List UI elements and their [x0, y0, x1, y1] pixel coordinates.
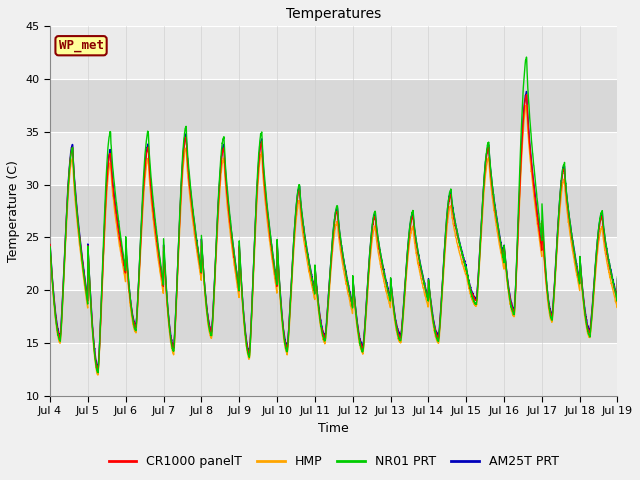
NR01 PRT [614, 274, 621, 280]
NR01 PRT [46, 244, 54, 250]
CR1000 panelT [111, 201, 119, 207]
NR01 PRT [94, 370, 102, 375]
NR01 PRT [523, 54, 531, 60]
CR1000 panelT [614, 277, 621, 283]
AM25T PRT [523, 89, 531, 95]
CR1000 panelT [145, 152, 152, 158]
Line: CR1000 panelT: CR1000 panelT [50, 95, 618, 371]
Bar [50, 132, 618, 185]
Bar [50, 343, 618, 396]
Bar [50, 26, 618, 79]
X-axis label: Time: Time [318, 422, 349, 435]
HMP [264, 222, 271, 228]
Line: NR01 PRT: NR01 PRT [50, 57, 618, 372]
AM25T PRT [46, 240, 54, 246]
Text: WP_met: WP_met [58, 39, 104, 52]
HMP [614, 282, 621, 288]
Line: HMP: HMP [50, 105, 618, 375]
AM25T PRT [145, 148, 152, 154]
HMP [523, 102, 531, 108]
NR01 PRT [111, 188, 119, 193]
Bar [50, 79, 618, 132]
AM25T PRT [264, 212, 271, 218]
HMP [289, 270, 296, 276]
CR1000 panelT [46, 241, 54, 247]
NR01 PRT [289, 262, 296, 268]
Y-axis label: Temperature (C): Temperature (C) [7, 160, 20, 262]
CR1000 panelT [523, 92, 531, 98]
Bar [50, 185, 618, 238]
Bar [50, 238, 618, 290]
CR1000 panelT [289, 263, 296, 268]
NR01 PRT [541, 264, 549, 270]
HMP [541, 276, 549, 282]
AM25T PRT [111, 199, 119, 204]
HMP [111, 211, 119, 216]
Line: AM25T PRT: AM25T PRT [50, 92, 618, 367]
HMP [94, 372, 102, 378]
CR1000 panelT [541, 271, 549, 276]
AM25T PRT [289, 260, 296, 266]
Bar [50, 290, 618, 343]
AM25T PRT [603, 245, 611, 251]
AM25T PRT [541, 269, 549, 275]
Legend: CR1000 panelT, HMP, NR01 PRT, AM25T PRT: CR1000 panelT, HMP, NR01 PRT, AM25T PRT [104, 450, 564, 473]
NR01 PRT [264, 209, 271, 215]
HMP [46, 248, 54, 253]
CR1000 panelT [94, 368, 102, 373]
AM25T PRT [94, 364, 102, 370]
NR01 PRT [145, 137, 152, 143]
CR1000 panelT [264, 215, 271, 220]
Title: Temperatures: Temperatures [286, 7, 381, 21]
AM25T PRT [614, 276, 621, 281]
NR01 PRT [603, 246, 611, 252]
HMP [603, 258, 611, 264]
HMP [145, 163, 152, 168]
CR1000 panelT [603, 249, 611, 254]
